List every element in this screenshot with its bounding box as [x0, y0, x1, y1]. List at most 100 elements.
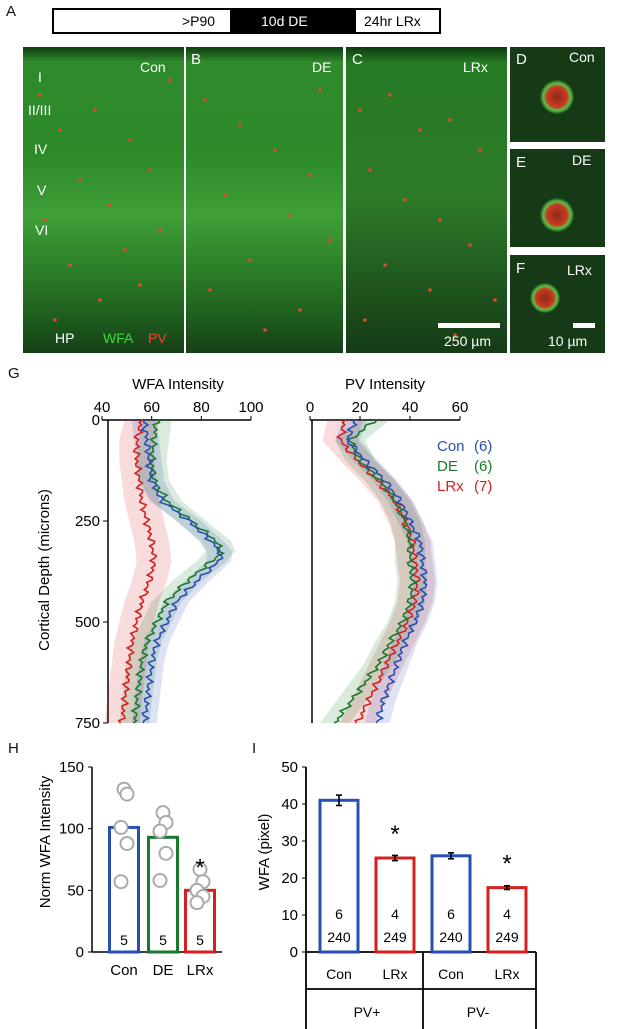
depth-tick-label: 750	[75, 715, 100, 732]
legend-lrx-n: (7)	[474, 478, 492, 495]
h-y-tick-label: 0	[76, 944, 84, 961]
i-n-cells-label: 249	[495, 929, 519, 945]
pv-line-con	[346, 419, 428, 724]
h-category-label: Con	[110, 962, 138, 979]
h-category-label: LRx	[187, 962, 214, 979]
wfa-profile-title: WFA Intensity	[132, 376, 224, 393]
i-n-cells-label: 240	[439, 929, 463, 945]
depth-tick-label: 0	[92, 412, 100, 429]
wfa-band-lrx	[104, 420, 172, 723]
h-y-tick-label: 50	[67, 882, 84, 899]
pv-cell-dots-b	[203, 88, 332, 332]
panel-label-d: D	[516, 51, 527, 68]
i-y-tick-label: 20	[281, 870, 298, 887]
timeline-label-p90: >P90	[182, 13, 216, 29]
i-n-mice-label: 6	[447, 906, 455, 922]
wfa-x-tick-label: 80	[193, 399, 210, 416]
h-n-label: 5	[120, 932, 128, 948]
pv-band-lrx	[322, 420, 435, 723]
i-y-tick-label: 50	[281, 759, 298, 776]
experiment-timeline: >P90 10d DE 24hr LRx	[52, 8, 441, 34]
i-significance-star: *	[502, 851, 511, 878]
h-data-point	[152, 872, 168, 888]
layer-label-4: IV	[34, 141, 48, 157]
condition-label-e: DE	[572, 152, 592, 168]
timeline-label-de: 10d DE	[261, 13, 308, 29]
panel-label-e: E	[516, 154, 527, 171]
micrograph-e	[510, 149, 605, 247]
legend-con: Con	[437, 438, 465, 455]
condition-label-a: Con	[140, 59, 166, 75]
wfa-line-lrx	[117, 419, 158, 724]
h-data-point	[113, 819, 129, 835]
i-y-tick-label: 30	[281, 833, 298, 850]
pv-line-de	[333, 419, 419, 724]
condition-label-c: LRx	[463, 59, 488, 75]
micrograph-d	[510, 47, 605, 142]
layer-label-1: I	[38, 69, 42, 85]
cortical-depth-axis-label: Cortical Depth (microns)	[36, 489, 53, 651]
i-significance-star: *	[390, 821, 399, 848]
panel-label-c: C	[352, 51, 363, 68]
i-category-label: Con	[438, 966, 464, 982]
pv-band-con	[335, 420, 438, 723]
wfa-x-tick-label: 100	[238, 399, 263, 416]
pv-profile-title: PV Intensity	[345, 376, 426, 393]
wfa-band-de	[119, 420, 236, 723]
micrograph-panels	[23, 47, 605, 353]
h-category-label: DE	[153, 962, 174, 979]
panel-label-b: B	[191, 51, 202, 68]
norm-wfa-axis-label: Norm WFA Intensity	[37, 775, 54, 908]
h-y-tick-label: 100	[59, 821, 84, 838]
h-data-point	[158, 845, 174, 861]
pv-cell-dots-a	[38, 78, 172, 322]
i-n-mice-label: 4	[503, 906, 511, 922]
wfa-pixel-axis-label: WFA (pixel)	[256, 814, 273, 891]
group-label-pv-negative: PV-	[467, 1004, 490, 1020]
depth-profile-charts: WFA Intensity PV Intensity Cortical Dept…	[36, 376, 492, 732]
panel-label-f: F	[516, 260, 526, 277]
micrograph-b	[186, 47, 343, 353]
layer-label-6: VI	[35, 222, 49, 238]
h-data-point	[119, 786, 135, 802]
group-label-pv-positive: PV+	[354, 1004, 381, 1020]
layer-label-5: V	[37, 182, 47, 198]
pv-x-tick-label: 20	[352, 399, 369, 416]
depth-tick-label: 500	[75, 614, 100, 631]
timeline-segment-p90	[54, 10, 230, 32]
panel-label-i: I	[252, 740, 257, 757]
wfa-x-tick-label: 60	[143, 399, 160, 416]
i-n-cells-label: 249	[383, 929, 407, 945]
h-significance-star: *	[195, 854, 204, 881]
micrograph-f	[510, 255, 605, 353]
h-data-point	[189, 895, 205, 911]
h-data-point	[119, 835, 135, 851]
h-data-point	[152, 823, 168, 839]
h-data-point	[113, 874, 129, 890]
i-bar-con	[430, 854, 472, 954]
i-n-mice-label: 6	[335, 906, 343, 922]
norm-wfa-bar-chart: Norm WFA Intensity 0 50 100 150 5 Con 5 DE 5 LRx *	[37, 759, 222, 979]
i-y-tick-label: 10	[281, 907, 298, 924]
stain-label-wfa: WFA	[103, 330, 134, 346]
panel-label-a: A	[6, 3, 17, 20]
i-y-tick-label: 0	[290, 944, 298, 961]
wfa-line-con	[140, 419, 224, 724]
wfa-line-de	[130, 419, 226, 724]
condition-label-d: Con	[569, 49, 595, 65]
pv-cell-dots-c	[358, 93, 497, 337]
pv-line-lrx	[336, 419, 421, 724]
wfa-x-tick-label: 40	[94, 399, 111, 416]
scale-bar-250um	[438, 323, 500, 328]
i-bar-con	[318, 798, 360, 954]
legend-de: DE	[437, 458, 458, 475]
i-n-cells-label: 240	[327, 929, 351, 945]
scale-bar-250um-label: 250 µm	[444, 333, 491, 349]
pv-x-tick-label: 40	[402, 399, 419, 416]
scale-bar-10um-label: 10 µm	[548, 333, 588, 349]
condition-label-f: LRx	[567, 262, 592, 278]
stain-label-pv: PV	[148, 330, 167, 346]
i-category-label: Con	[326, 966, 352, 982]
timeline-label-lrx: 24hr LRx	[364, 13, 421, 29]
legend-con-n: (6)	[474, 438, 492, 455]
